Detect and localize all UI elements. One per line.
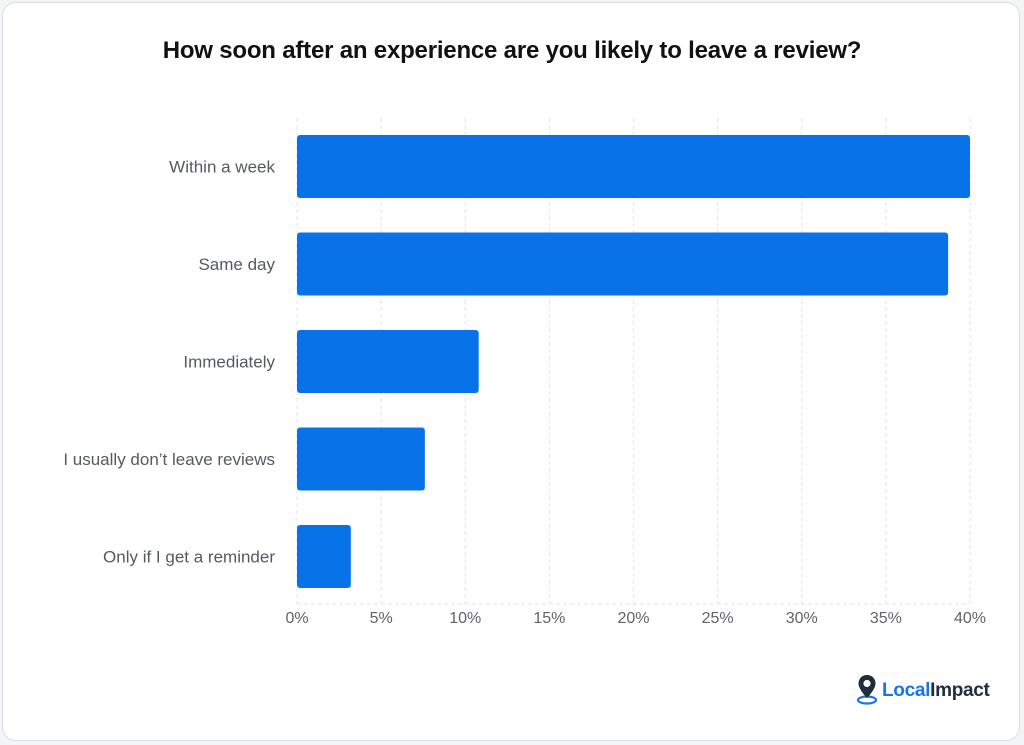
brand-logo: LocalImpact (856, 673, 990, 710)
category-label: Same day (198, 255, 275, 274)
x-tick-label: 35% (870, 610, 902, 627)
x-tick-label: 5% (370, 610, 393, 627)
bar (297, 525, 351, 588)
x-tick-label: 30% (786, 610, 818, 627)
category-label: Within a week (169, 158, 275, 177)
map-pin-icon (856, 673, 878, 710)
x-tick-labels: 0% 5% 10% 15% 20% 25% 30% 35% 40% (285, 610, 986, 627)
category-label: Only if I get a reminder (103, 548, 275, 567)
bar (297, 135, 970, 198)
logo-text: LocalImpact (882, 680, 990, 702)
category-label: I usually don’t leave reviews (63, 450, 275, 469)
bar (297, 330, 479, 393)
logo-text-local: Local (882, 680, 931, 701)
chart-title: How soon after an experience are you lik… (162, 37, 862, 64)
bar (297, 427, 425, 491)
x-tick-label: 0% (285, 610, 308, 627)
x-tick-label: 40% (954, 610, 986, 627)
bars (297, 135, 970, 588)
x-tick-label: 10% (449, 610, 481, 627)
category-label: Immediately (183, 353, 275, 372)
x-tick-label: 20% (617, 610, 649, 627)
x-tick-label: 15% (533, 610, 565, 627)
grid-lines (296, 118, 971, 605)
x-tick-label: 25% (702, 610, 734, 627)
logo-text-impact: Impact (930, 680, 990, 701)
bar (297, 232, 949, 296)
category-labels: Within a week Same day Immediately I usuall… (63, 158, 275, 567)
